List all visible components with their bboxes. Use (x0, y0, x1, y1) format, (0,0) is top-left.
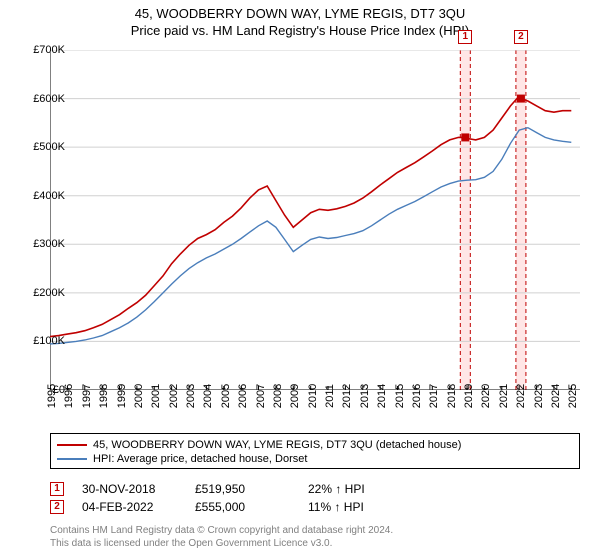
sale-delta-2: 11% ↑ HPI (308, 500, 403, 514)
sale-date-1: 30-NOV-2018 (82, 482, 177, 496)
x-tick-label: 1998 (98, 381, 110, 411)
x-tick-label: 2018 (446, 381, 458, 411)
legend-text-hpi: HPI: Average price, detached house, Dors… (93, 453, 307, 465)
x-tick-label: 2016 (411, 381, 423, 411)
x-tick-label: 2012 (341, 381, 353, 411)
legend-swatch-hpi (57, 458, 87, 460)
x-tick-label: 2007 (255, 381, 267, 411)
legend-swatch-price (57, 444, 87, 446)
x-tick-label: 2014 (376, 381, 388, 411)
chart-marker-2: 2 (514, 30, 528, 44)
chart-titles: 45, WOODBERRY DOWN WAY, LYME REGIS, DT7 … (0, 0, 600, 38)
x-tick-label: 2000 (133, 381, 145, 411)
footer: Contains HM Land Registry data © Crown c… (50, 525, 580, 550)
footer-line2: This data is licensed under the Open Gov… (50, 538, 580, 551)
x-tick-label: 2013 (359, 381, 371, 411)
legend-row-hpi: HPI: Average price, detached house, Dors… (57, 452, 573, 466)
sale-price-2: £555,000 (195, 500, 290, 514)
chart-marker-1: 1 (458, 30, 472, 44)
x-tick-label: 2005 (220, 381, 232, 411)
sale-marker-2: 2 (50, 500, 64, 514)
x-tick-label: 2011 (324, 381, 336, 411)
legend-text-price: 45, WOODBERRY DOWN WAY, LYME REGIS, DT7 … (93, 439, 461, 451)
x-tick-label: 2019 (463, 381, 475, 411)
y-tick-label: £200K (5, 287, 65, 299)
sale-date-2: 04-FEB-2022 (82, 500, 177, 514)
x-tick-label: 1999 (116, 381, 128, 411)
sale-delta-1: 22% ↑ HPI (308, 482, 403, 496)
legend-row-price: 45, WOODBERRY DOWN WAY, LYME REGIS, DT7 … (57, 438, 573, 452)
x-tick-label: 1997 (81, 381, 93, 411)
x-tick-label: 2002 (168, 381, 180, 411)
x-tick-label: 2021 (498, 381, 510, 411)
x-tick-label: 2008 (272, 381, 284, 411)
x-tick-label: 2004 (202, 381, 214, 411)
title-subtitle: Price paid vs. HM Land Registry's House … (0, 23, 600, 38)
x-tick-label: 1995 (46, 381, 58, 411)
sale-marker-1: 1 (50, 482, 64, 496)
chart-svg (50, 50, 580, 390)
y-tick-label: £700K (5, 44, 65, 56)
sales-block: 1 30-NOV-2018 £519,950 22% ↑ HPI 2 04-FE… (50, 480, 580, 516)
x-tick-label: 1996 (63, 381, 75, 411)
y-tick-label: £600K (5, 93, 65, 105)
x-tick-label: 2017 (428, 381, 440, 411)
x-tick-label: 2006 (237, 381, 249, 411)
legend-box: 45, WOODBERRY DOWN WAY, LYME REGIS, DT7 … (50, 433, 580, 469)
x-tick-label: 2023 (533, 381, 545, 411)
x-tick-label: 2022 (515, 381, 527, 411)
y-tick-label: £100K (5, 335, 65, 347)
chart-area (50, 50, 580, 390)
y-tick-label: £400K (5, 190, 65, 202)
y-tick-label: £500K (5, 141, 65, 153)
x-tick-label: 2003 (185, 381, 197, 411)
x-tick-label: 2001 (150, 381, 162, 411)
title-address: 45, WOODBERRY DOWN WAY, LYME REGIS, DT7 … (0, 6, 600, 21)
y-tick-label: £300K (5, 238, 65, 250)
x-tick-label: 2009 (289, 381, 301, 411)
x-tick-label: 2025 (567, 381, 579, 411)
sale-row-2: 2 04-FEB-2022 £555,000 11% ↑ HPI (50, 498, 580, 516)
x-tick-label: 2024 (550, 381, 562, 411)
x-tick-label: 2015 (394, 381, 406, 411)
sale-price-1: £519,950 (195, 482, 290, 496)
footer-line1: Contains HM Land Registry data © Crown c… (50, 525, 580, 538)
x-tick-label: 2010 (307, 381, 319, 411)
sale-row-1: 1 30-NOV-2018 £519,950 22% ↑ HPI (50, 480, 580, 498)
x-tick-label: 2020 (480, 381, 492, 411)
